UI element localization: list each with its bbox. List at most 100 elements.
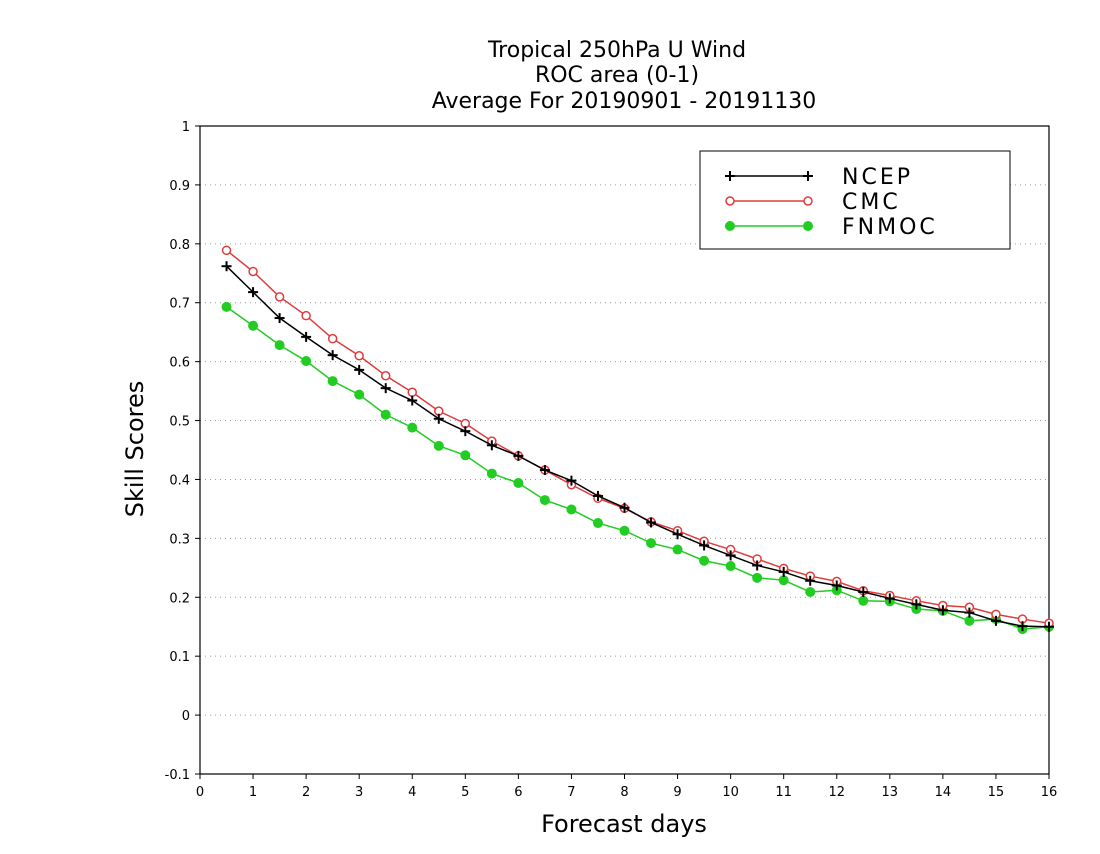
data-point — [221, 301, 232, 312]
data-point — [221, 245, 232, 256]
data-point — [858, 595, 869, 606]
series-line — [226, 306, 1050, 630]
data-point — [301, 310, 311, 321]
x-tick-label: 15 — [988, 785, 1005, 800]
data-point — [725, 221, 735, 231]
title-line-2: ROC area (0-1) — [535, 63, 699, 88]
data-point — [592, 490, 603, 501]
title-line-3: Average For 20190901 - 20191130 — [432, 89, 817, 114]
x-axis-ticks: 0 1 2 3 4 5 6 7 8 9 10 11 12 13 14 15 16 — [196, 774, 1057, 800]
data-point — [274, 313, 285, 324]
y-tick-label: 0 — [182, 709, 190, 724]
data-point — [407, 422, 418, 433]
data-point — [725, 196, 735, 206]
data-point — [725, 561, 736, 572]
data-point — [646, 517, 657, 528]
data-point — [566, 475, 577, 486]
data-point — [831, 580, 842, 591]
data-point — [805, 586, 816, 597]
x-tick-label: 8 — [620, 785, 628, 800]
y-tick-label: 0.6 — [169, 356, 190, 371]
data-point — [301, 331, 312, 342]
data-point — [327, 333, 338, 344]
data-point — [566, 504, 577, 515]
series-line — [226, 249, 1050, 624]
y-tick-label: 0.2 — [169, 591, 190, 606]
data-point — [858, 586, 869, 597]
data-point — [1017, 621, 1028, 632]
data-point — [803, 221, 813, 231]
data-point — [513, 450, 524, 461]
series-line — [226, 265, 1050, 628]
data-point — [354, 364, 365, 375]
x-tick-label: 7 — [567, 785, 575, 800]
data-point — [725, 550, 736, 561]
data-point — [486, 440, 497, 451]
data-point — [248, 287, 259, 298]
data-point — [354, 389, 365, 400]
data-point — [990, 615, 1001, 626]
data-point — [433, 413, 444, 424]
y-tick-label: 0.7 — [169, 297, 190, 312]
data-point — [752, 560, 763, 571]
y-tick-label: 0.9 — [169, 179, 190, 194]
y-tick-label: -0.1 — [165, 768, 190, 783]
y-tick-label: 0.8 — [169, 238, 190, 253]
legend-label: CMC — [842, 190, 901, 215]
x-tick-label: 3 — [355, 785, 363, 800]
data-point — [937, 605, 948, 616]
data-point — [778, 575, 789, 586]
x-tick-label: 6 — [514, 785, 522, 800]
data-point — [380, 371, 391, 381]
data-point — [460, 450, 471, 461]
x-tick-label: 4 — [408, 785, 416, 800]
series-ncep — [221, 261, 1054, 632]
data-point — [805, 575, 816, 586]
x-tick-label: 10 — [722, 785, 739, 800]
data-point — [248, 266, 258, 277]
data-point — [699, 540, 710, 551]
data-point — [592, 518, 603, 529]
data-point — [672, 544, 683, 555]
y-tick-label: 0.4 — [169, 473, 190, 488]
x-tick-label: 0 — [196, 785, 204, 800]
legend-label: NCEP — [842, 165, 913, 190]
data-point — [964, 615, 975, 626]
data-point — [354, 350, 364, 361]
data-point — [1044, 621, 1054, 632]
series-fnmoc — [221, 301, 1054, 635]
data-point — [803, 171, 813, 181]
data-point — [486, 468, 497, 479]
data-point — [380, 383, 391, 394]
data-point — [911, 599, 922, 610]
y-tick-label: 0.1 — [169, 650, 190, 665]
data-point — [274, 340, 285, 351]
legend-entry-ncep: NCEP — [725, 165, 913, 190]
x-tick-label: 9 — [673, 785, 681, 800]
data-point — [884, 593, 895, 604]
legend-entry-cmc: CMC — [725, 190, 901, 215]
x-tick-label: 16 — [1041, 785, 1058, 800]
data-point — [646, 538, 657, 549]
chart-title: Tropical 250hPa U Wind ROC area (0-1) Av… — [432, 38, 817, 114]
data-point — [327, 350, 338, 361]
data-point — [221, 261, 232, 272]
data-point — [619, 525, 630, 536]
y-tick-label: 0.3 — [169, 532, 190, 547]
data-point — [301, 356, 312, 367]
x-tick-label: 11 — [775, 785, 792, 800]
data-point — [248, 320, 259, 331]
data-point — [460, 426, 471, 437]
data-point — [619, 502, 630, 513]
legend-entry-fnmoc: FNMOC — [725, 215, 935, 240]
x-axis-label: Forecast days — [541, 810, 707, 838]
title-line-1: Tropical 250hPa U Wind — [487, 38, 746, 63]
data-point — [513, 477, 524, 488]
data-point — [327, 376, 338, 387]
x-tick-label: 5 — [461, 785, 469, 800]
data-point — [539, 495, 550, 506]
x-tick-label: 13 — [882, 785, 899, 800]
